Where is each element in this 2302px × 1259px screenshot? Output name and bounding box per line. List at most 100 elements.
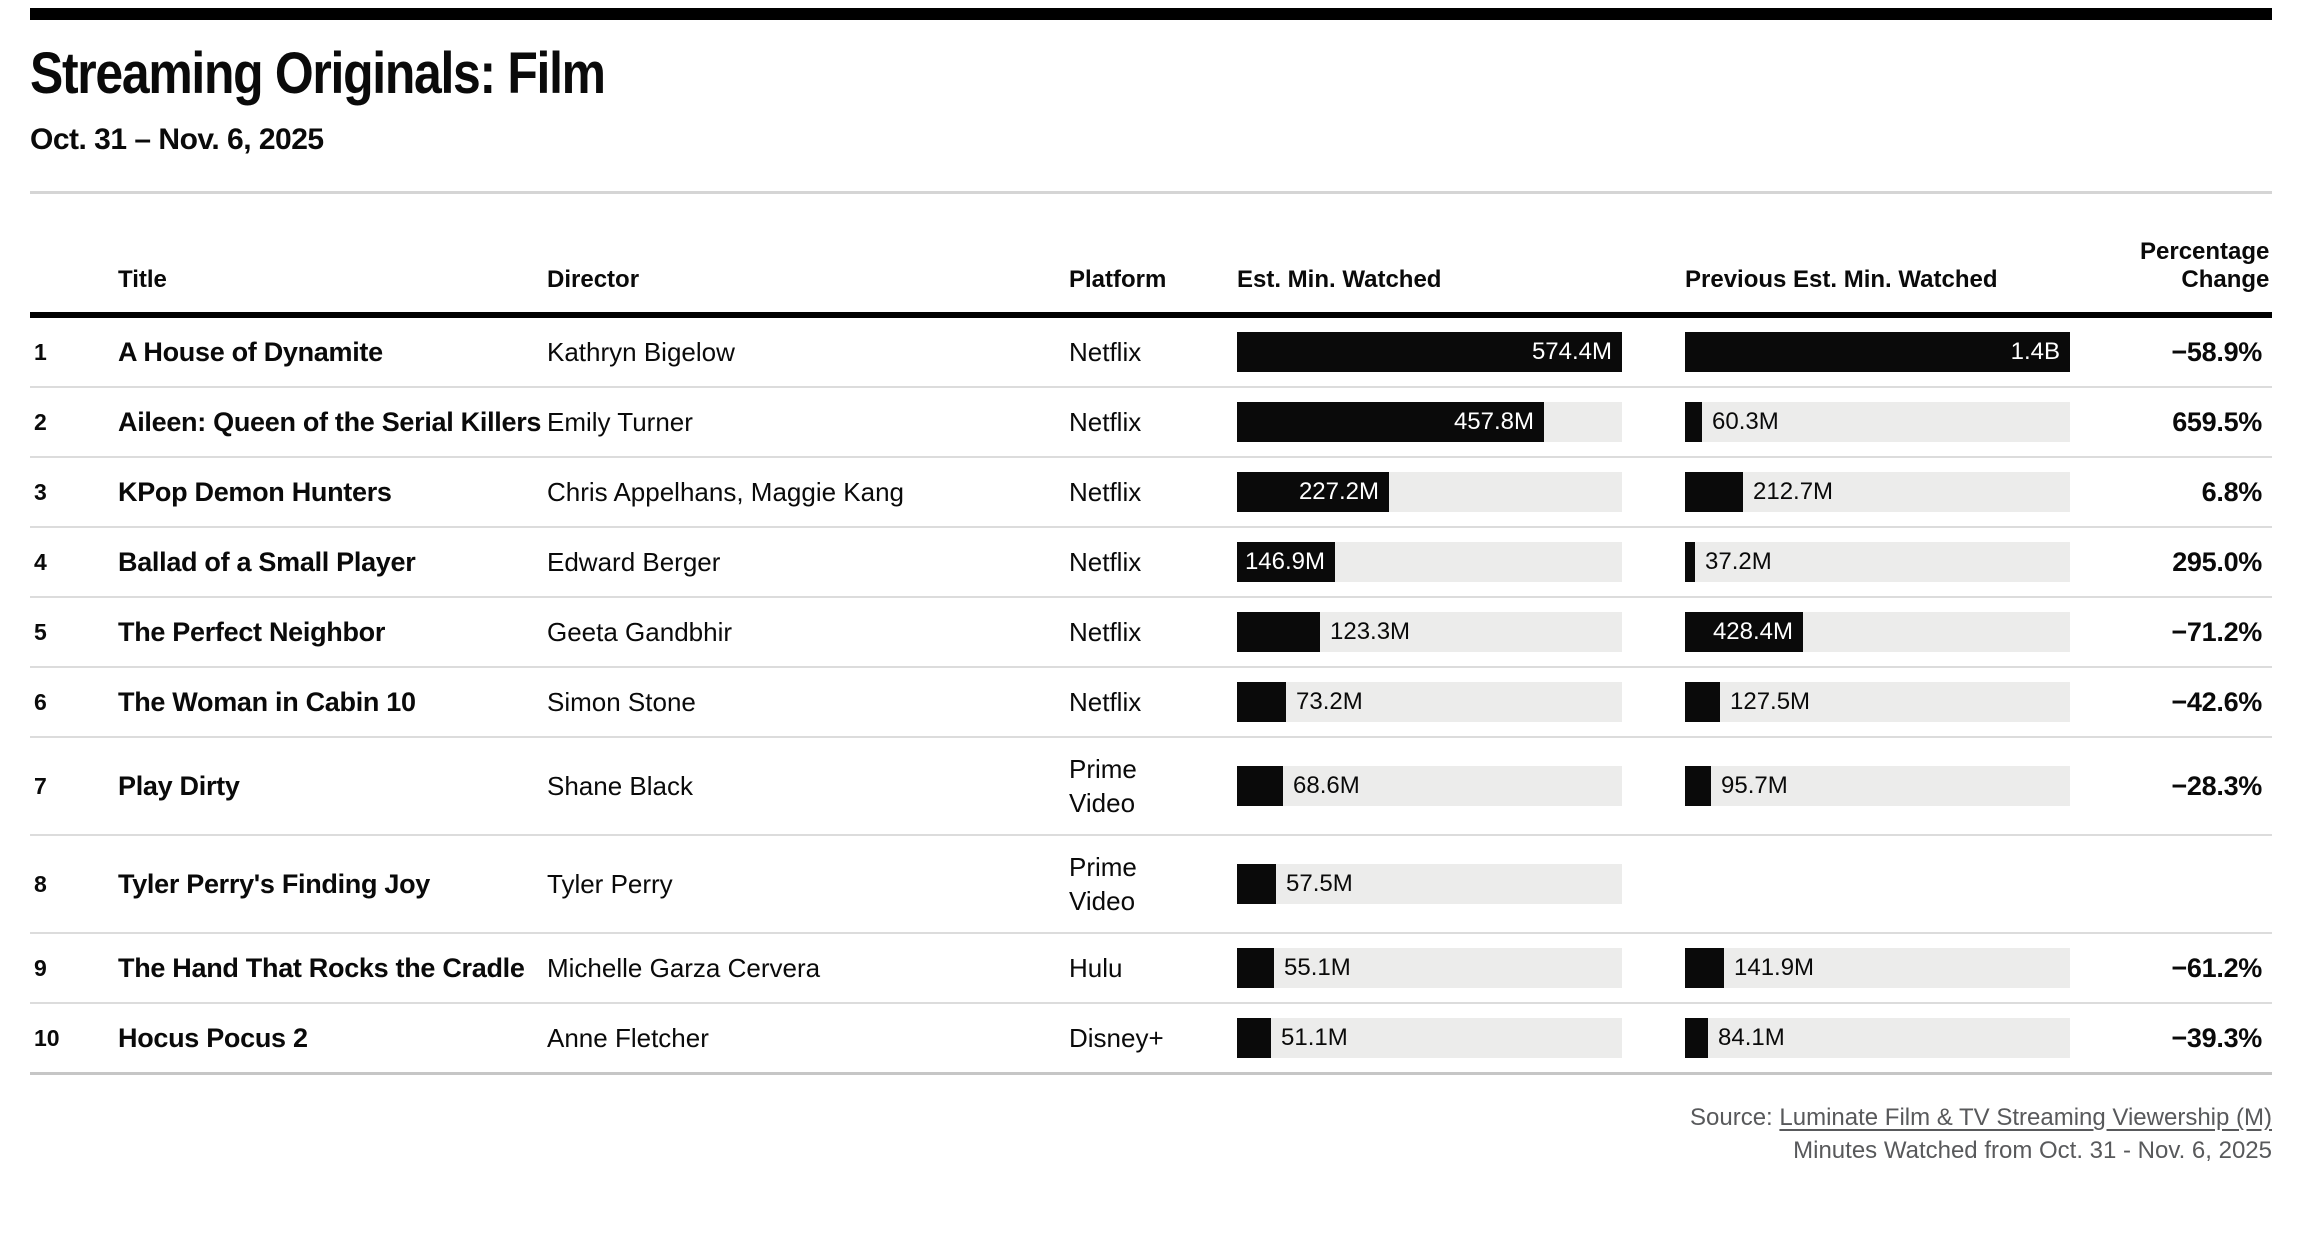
table-row: 3 KPop Demon Hunters Chris Appelhans, Ma… xyxy=(30,458,2272,528)
rank-cell: 4 xyxy=(34,548,47,575)
previous-est-min-watched-bar-cell: 84.1M xyxy=(1685,1018,2140,1058)
est-min-watched-bar-cell: 51.1M xyxy=(1237,1018,1685,1058)
bar-fill xyxy=(1237,402,1544,442)
previous-est-min-watched-bar-cell: 60.3M xyxy=(1685,402,2140,442)
table-row: 5 The Perfect Neighbor Geeta Gandbhir Ne… xyxy=(30,598,2272,668)
previous-est-min-watched-bar-cell: 141.9M xyxy=(1685,948,2140,988)
bar-value-label: 574.4M xyxy=(1531,338,1612,365)
platform-cell: Disney+ xyxy=(1069,1021,1237,1055)
bar-track: 60.3M xyxy=(1685,402,2070,442)
percentage-change-cell: −61.2% xyxy=(2171,952,2262,983)
previous-est-min-watched-bar-cell: 37.2M xyxy=(1685,542,2140,582)
est-min-watched-bar-cell: 227.2M xyxy=(1237,472,1685,512)
column-header-title: Title xyxy=(118,266,167,293)
est-min-watched-bar-cell: 55.1M xyxy=(1237,948,1685,988)
bar-track: 127.5M xyxy=(1685,682,2070,722)
platform-label: Hulu xyxy=(1069,953,1123,983)
previous-est-min-watched-bar-cell: 1.4B xyxy=(1685,332,2140,372)
source-note: Source: Luminate Film & TV Streaming Vie… xyxy=(30,1101,2272,1167)
director-cell: Shane Black xyxy=(547,771,693,801)
source-link[interactable]: Luminate Film & TV Streaming Viewership … xyxy=(1779,1104,2272,1131)
title-cell: The Perfect Neighbor xyxy=(118,617,386,647)
platform-label: Prime Video xyxy=(1069,754,1137,818)
bar-track: 123.3M xyxy=(1237,612,1622,652)
table-body: 1 A House of Dynamite Kathryn Bigelow Ne… xyxy=(30,318,2272,1075)
director-cell: Chris Appelhans, Maggie Kang xyxy=(547,477,905,507)
title-cell: Tyler Perry's Finding Joy xyxy=(118,869,431,899)
platform-cell: Netflix xyxy=(1069,545,1237,579)
platform-cell: Prime Video xyxy=(1069,850,1237,918)
rank-cell: 5 xyxy=(34,618,47,645)
bar-fill xyxy=(1685,472,1743,512)
bar-track: 37.2M xyxy=(1685,542,2070,582)
title-cell: The Hand That Rocks the Cradle xyxy=(118,953,525,983)
percentage-change-header-line2: Change xyxy=(2181,266,2270,293)
bar-value-label: 73.2M xyxy=(1296,688,1363,715)
bar-value-label: 57.5M xyxy=(1286,870,1353,897)
bar-track: 146.9M xyxy=(1237,542,1622,582)
rank-cell: 10 xyxy=(34,1024,60,1051)
bar-value-label: 84.1M xyxy=(1718,1024,1785,1051)
percentage-change-header-line1: Percentage xyxy=(2140,238,2270,265)
bar-fill xyxy=(1685,1018,1708,1058)
table-row: 4 Ballad of a Small Player Edward Berger… xyxy=(30,528,2272,598)
rank-cell: 2 xyxy=(34,408,47,435)
source-line1: Source: Luminate Film & TV Streaming Vie… xyxy=(30,1101,2272,1134)
title-cell: Play Dirty xyxy=(118,771,240,801)
column-header-director: Director xyxy=(547,266,640,293)
previous-est-min-watched-bar-cell: 212.7M xyxy=(1685,472,2140,512)
title-cell: Ballad of a Small Player xyxy=(118,547,416,577)
table-row: 8 Tyler Perry's Finding Joy Tyler Perry … xyxy=(30,836,2272,934)
percentage-change-cell: −39.3% xyxy=(2171,1022,2262,1053)
column-header-platform: Platform xyxy=(1069,266,1167,293)
bar-fill xyxy=(1685,542,1695,582)
bar-fill xyxy=(1237,864,1276,904)
percentage-change-cell: −42.6% xyxy=(2171,686,2262,717)
title-cell: The Woman in Cabin 10 xyxy=(118,687,416,717)
bar-value-label: 1.4B xyxy=(2010,338,2060,365)
previous-est-min-watched-bar-cell: 127.5M xyxy=(1685,682,2140,722)
est-min-watched-bar-cell: 57.5M xyxy=(1237,864,1685,904)
percentage-change-cell: 295.0% xyxy=(2172,546,2262,577)
bar-fill xyxy=(1237,542,1335,582)
bar-fill xyxy=(1685,402,1702,442)
director-cell: Michelle Garza Cervera xyxy=(547,953,821,983)
bar-track: 574.4M xyxy=(1237,332,1622,372)
bar-track: 428.4M xyxy=(1685,612,2070,652)
bar-value-label: 457.8M xyxy=(1453,408,1534,435)
rank-cell: 9 xyxy=(34,954,47,981)
percentage-change-cell: −58.9% xyxy=(2171,336,2262,367)
platform-cell: Prime Video xyxy=(1069,752,1237,820)
est-min-watched-bar-cell: 123.3M xyxy=(1237,612,1685,652)
bar-value-label: 212.7M xyxy=(1753,478,1834,505)
bar-value-label: 95.7M xyxy=(1721,772,1788,799)
platform-cell: Netflix xyxy=(1069,475,1237,509)
percentage-change-cell: 659.5% xyxy=(2172,406,2262,437)
bar-track: 68.6M xyxy=(1237,766,1622,806)
bar-fill xyxy=(1237,472,1389,512)
platform-cell: Netflix xyxy=(1069,335,1237,369)
title-cell: Hocus Pocus 2 xyxy=(118,1023,308,1053)
title-cell: A House of Dynamite xyxy=(118,337,383,367)
table-row: 2 Aileen: Queen of the Serial Killers Em… xyxy=(30,388,2272,458)
platform-label: Disney+ xyxy=(1069,1023,1164,1053)
platform-label: Netflix xyxy=(1069,617,1142,647)
platform-cell: Netflix xyxy=(1069,405,1237,439)
est-min-watched-bar-cell: 68.6M xyxy=(1237,766,1685,806)
director-cell: Simon Stone xyxy=(547,687,696,717)
bar-fill xyxy=(1685,332,2070,372)
bar-track: 1.4B xyxy=(1685,332,2070,372)
bar-value-label: 51.1M xyxy=(1281,1024,1348,1051)
rank-cell: 6 xyxy=(34,688,47,715)
rank-cell: 7 xyxy=(34,772,47,799)
table-row: 1 A House of Dynamite Kathryn Bigelow Ne… xyxy=(30,318,2272,388)
bar-track: 57.5M xyxy=(1237,864,1622,904)
page-title-text: Streaming Originals: Film xyxy=(30,41,606,106)
bar-value-label: 68.6M xyxy=(1293,772,1360,799)
table-row: 10 Hocus Pocus 2 Anne Fletcher Disney+ 5… xyxy=(30,1004,2272,1075)
source-prefix: Source: xyxy=(1690,1104,1780,1131)
table-row: 6 The Woman in Cabin 10 Simon Stone Netf… xyxy=(30,668,2272,738)
table-row: 9 The Hand That Rocks the Cradle Michell… xyxy=(30,934,2272,1004)
est-min-watched-bar-cell: 574.4M xyxy=(1237,332,1685,372)
bar-value-label: 127.5M xyxy=(1730,688,1811,715)
